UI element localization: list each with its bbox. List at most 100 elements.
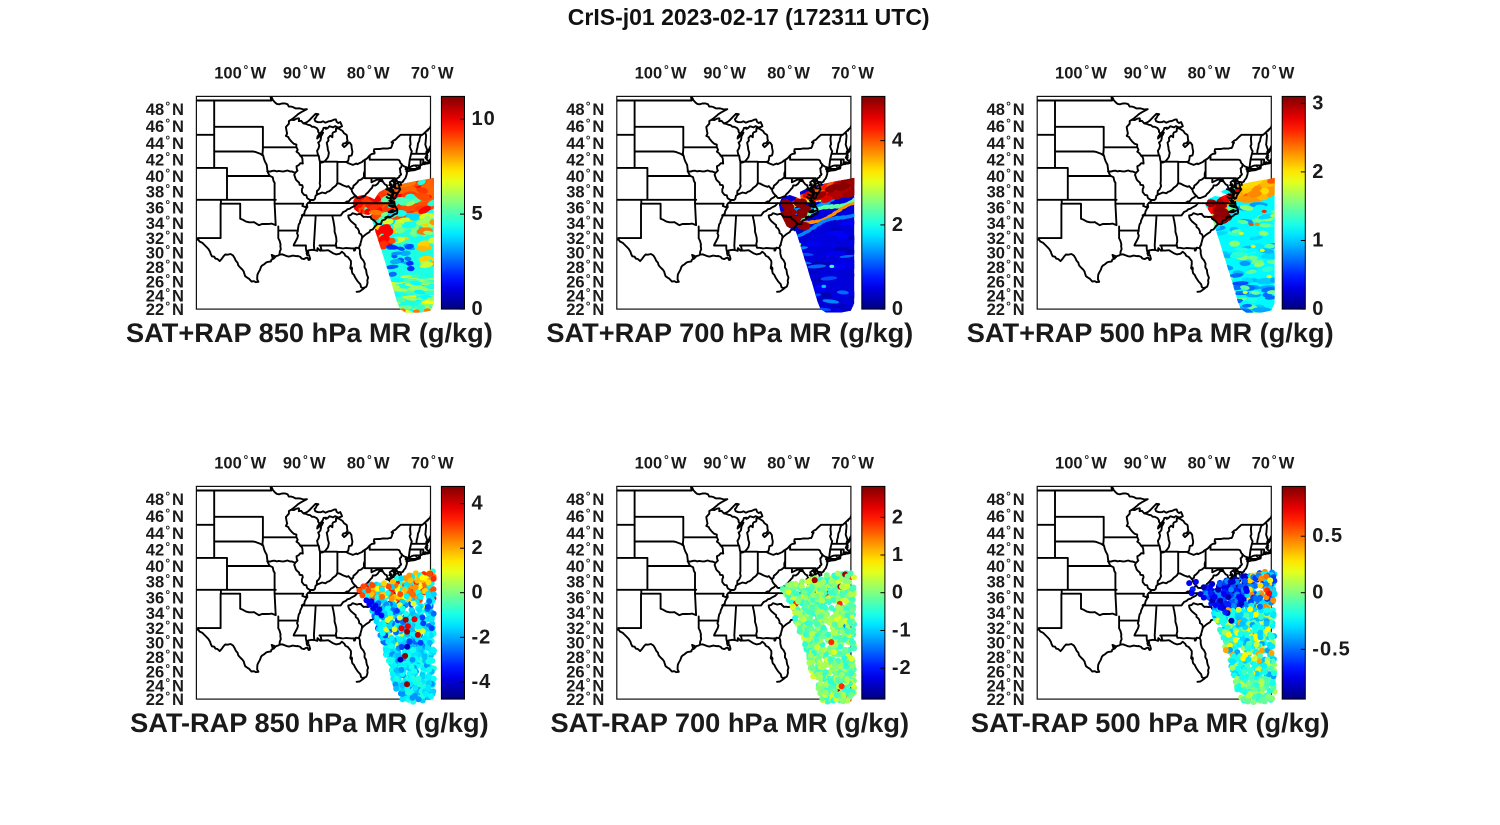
svg-text:0: 0 xyxy=(1312,298,1324,320)
svg-text:70°W: 70 ° W xyxy=(1252,452,1295,472)
svg-text:30°N: 30° N xyxy=(146,243,184,263)
svg-text:32°N: 32° N xyxy=(987,228,1025,248)
svg-text:100°W: 100 ° W xyxy=(1055,452,1107,472)
svg-text:34°N: 34° N xyxy=(566,603,604,623)
svg-text:48°N: 48° N xyxy=(566,99,604,119)
svg-text:26°N: 26° N xyxy=(987,661,1025,681)
svg-text:SAT+RAP 500 hPa MR (g/kg): SAT+RAP 500 hPa MR (g/kg) xyxy=(967,317,1334,348)
svg-text:2: 2 xyxy=(892,506,904,528)
svg-text:70°W: 70 ° W xyxy=(831,452,874,472)
svg-text:80°W: 80 ° W xyxy=(767,62,810,82)
svg-text:40°N: 40° N xyxy=(146,166,184,186)
svg-text:26°N: 26° N xyxy=(987,271,1025,291)
svg-text:36°N: 36° N xyxy=(987,197,1025,217)
svg-text:26°N: 26° N xyxy=(566,661,604,681)
svg-text:46°N: 46° N xyxy=(987,506,1025,526)
svg-text:28°N: 28° N xyxy=(146,647,184,667)
svg-text:SAT-RAP 500 hPa MR (g/kg): SAT-RAP 500 hPa MR (g/kg) xyxy=(971,707,1330,738)
svg-text:90°W: 90 ° W xyxy=(283,452,326,472)
svg-text:32°N: 32° N xyxy=(987,618,1025,638)
svg-text:70°W: 70 ° W xyxy=(831,62,874,82)
svg-text:2: 2 xyxy=(892,214,904,236)
svg-text:42°N: 42° N xyxy=(987,150,1025,170)
svg-text:38°N: 38° N xyxy=(146,572,184,592)
svg-text:28°N: 28° N xyxy=(987,647,1025,667)
svg-text:42°N: 42° N xyxy=(146,150,184,170)
svg-text:2: 2 xyxy=(1312,161,1324,183)
svg-text:-2: -2 xyxy=(472,626,492,648)
svg-text:40°N: 40° N xyxy=(566,166,604,186)
svg-text:36°N: 36° N xyxy=(146,587,184,607)
svg-text:44°N: 44° N xyxy=(146,523,184,543)
svg-text:80°W: 80 ° W xyxy=(767,452,810,472)
svg-text:2: 2 xyxy=(472,537,484,559)
svg-text:40°N: 40° N xyxy=(987,556,1025,576)
svg-text:-0.5: -0.5 xyxy=(1312,638,1350,660)
svg-text:44°N: 44° N xyxy=(566,133,604,153)
svg-text:34°N: 34° N xyxy=(987,213,1025,233)
svg-text:70°W: 70 ° W xyxy=(411,452,454,472)
svg-text:100°W: 100 ° W xyxy=(214,62,266,82)
svg-text:38°N: 38° N xyxy=(566,182,604,202)
svg-text:30°N: 30° N xyxy=(987,633,1025,653)
svg-text:38°N: 38° N xyxy=(566,572,604,592)
svg-text:34°N: 34° N xyxy=(146,603,184,623)
svg-text:80°W: 80 ° W xyxy=(347,452,390,472)
svg-text:80°W: 80 ° W xyxy=(1188,452,1231,472)
svg-text:30°N: 30° N xyxy=(566,243,604,263)
svg-text:42°N: 42° N xyxy=(566,540,604,560)
svg-text:80°W: 80 ° W xyxy=(347,62,390,82)
svg-text:34°N: 34° N xyxy=(566,213,604,233)
svg-text:SAT-RAP 850 hPa MR (g/kg): SAT-RAP 850 hPa MR (g/kg) xyxy=(130,707,489,738)
svg-text:0.5: 0.5 xyxy=(1312,525,1343,547)
svg-text:0: 0 xyxy=(892,298,904,320)
svg-text:22°N: 22° N xyxy=(146,299,184,319)
svg-text:46°N: 46° N xyxy=(566,506,604,526)
svg-text:0: 0 xyxy=(1312,582,1324,604)
svg-text:5: 5 xyxy=(472,203,484,225)
svg-text:44°N: 44° N xyxy=(146,133,184,153)
svg-text:26°N: 26° N xyxy=(566,271,604,291)
svg-text:80°W: 80 ° W xyxy=(1188,62,1231,82)
svg-text:4: 4 xyxy=(472,493,484,515)
svg-text:28°N: 28° N xyxy=(566,257,604,277)
svg-text:24°N: 24° N xyxy=(146,285,184,305)
svg-text:3: 3 xyxy=(1312,92,1324,114)
svg-text:38°N: 38° N xyxy=(987,182,1025,202)
svg-text:48°N: 48° N xyxy=(987,99,1025,119)
svg-text:22°N: 22° N xyxy=(566,689,604,709)
svg-text:34°N: 34° N xyxy=(146,213,184,233)
svg-text:38°N: 38° N xyxy=(987,572,1025,592)
svg-text:100°W: 100 ° W xyxy=(1055,62,1107,82)
svg-text:30°N: 30° N xyxy=(566,633,604,653)
svg-text:100°W: 100 ° W xyxy=(635,62,687,82)
svg-text:CrIS-j01 2023-02-17 (172311 UT: CrIS-j01 2023-02-17 (172311 UTC) xyxy=(568,4,930,30)
svg-text:1: 1 xyxy=(1312,230,1324,252)
svg-text:22°N: 22° N xyxy=(146,689,184,709)
svg-text:100°W: 100 ° W xyxy=(635,452,687,472)
svg-text:44°N: 44° N xyxy=(987,133,1025,153)
svg-text:48°N: 48° N xyxy=(987,489,1025,509)
svg-text:0: 0 xyxy=(472,582,484,604)
svg-text:24°N: 24° N xyxy=(566,285,604,305)
svg-text:26°N: 26° N xyxy=(146,661,184,681)
svg-text:48°N: 48° N xyxy=(566,489,604,509)
svg-text:32°N: 32° N xyxy=(566,228,604,248)
svg-text:48°N: 48° N xyxy=(146,489,184,509)
svg-text:-1: -1 xyxy=(892,620,912,642)
svg-text:28°N: 28° N xyxy=(146,257,184,277)
svg-text:42°N: 42° N xyxy=(566,150,604,170)
svg-text:-4: -4 xyxy=(472,671,492,693)
svg-text:32°N: 32° N xyxy=(566,618,604,638)
svg-text:40°N: 40° N xyxy=(566,556,604,576)
svg-text:46°N: 46° N xyxy=(146,506,184,526)
svg-text:SAT-RAP 700 hPa MR (g/kg): SAT-RAP 700 hPa MR (g/kg) xyxy=(551,707,910,738)
svg-text:46°N: 46° N xyxy=(566,116,604,136)
svg-text:36°N: 36° N xyxy=(566,197,604,217)
svg-text:44°N: 44° N xyxy=(566,523,604,543)
svg-text:40°N: 40° N xyxy=(146,556,184,576)
svg-text:4: 4 xyxy=(892,130,904,152)
svg-text:36°N: 36° N xyxy=(566,587,604,607)
svg-text:34°N: 34° N xyxy=(987,603,1025,623)
svg-text:46°N: 46° N xyxy=(146,116,184,136)
